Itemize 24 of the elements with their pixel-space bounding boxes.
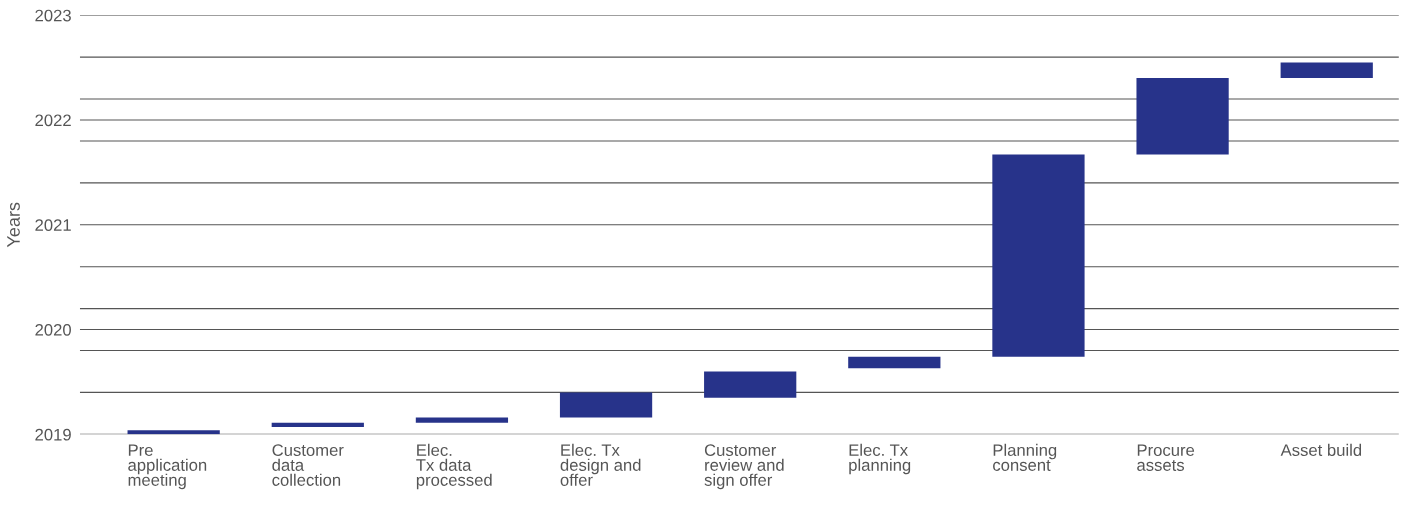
bar xyxy=(992,154,1085,357)
bar xyxy=(1280,62,1373,79)
bar xyxy=(1136,78,1229,155)
x-tick-label: Asset build xyxy=(1280,443,1362,457)
y-tick-label: 2021 xyxy=(35,219,71,231)
y-tick-label: 2019 xyxy=(35,428,71,441)
x-tick-label: Elec. Tx planning xyxy=(849,443,911,475)
y-tick-label: 2023 xyxy=(35,9,71,22)
x-tick-label: Elec. Tx data processed xyxy=(416,443,492,490)
bar xyxy=(271,422,364,428)
y-tick-label: 2020 xyxy=(35,323,71,336)
x-tick-label: Elec. Tx design and offer xyxy=(560,443,641,486)
x-tick-label: Planning consent xyxy=(993,443,1057,471)
x-tick-label: Customer review and sign offer xyxy=(704,444,784,490)
bar xyxy=(559,392,653,418)
bar xyxy=(127,430,220,435)
bar xyxy=(848,356,941,369)
x-tick-label: Pre application meeting xyxy=(128,444,207,490)
y-tick-label: 2022 xyxy=(35,114,71,127)
bar xyxy=(415,417,509,423)
bar xyxy=(704,371,797,398)
y-axis-title: Years xyxy=(7,202,20,248)
x-tick-label: Procure assets xyxy=(1137,444,1195,471)
x-tick-label: Customer data collection xyxy=(272,444,344,486)
